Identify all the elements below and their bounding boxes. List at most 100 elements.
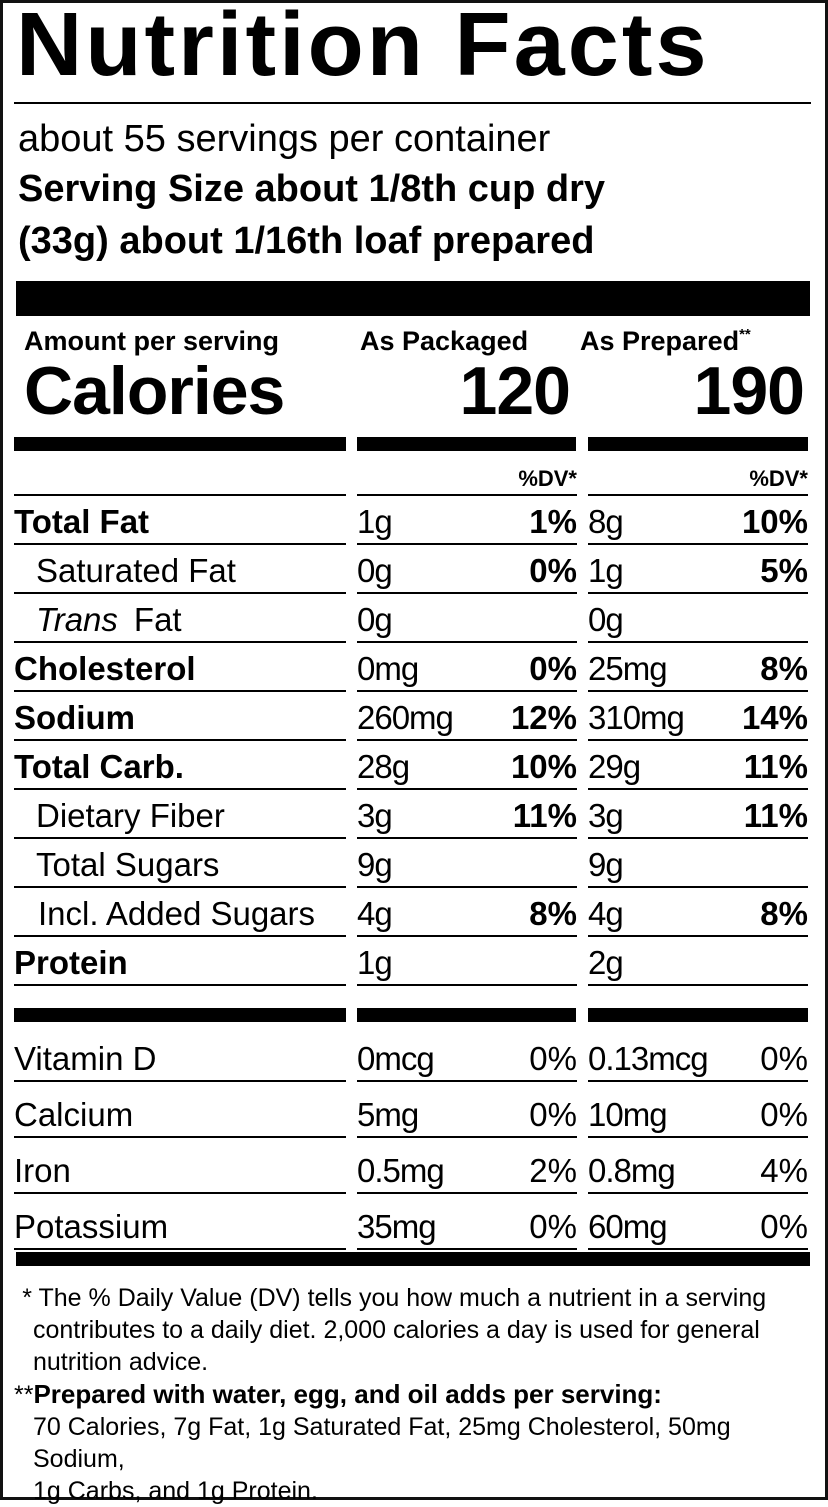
dv-packaged: 1%	[529, 503, 577, 540]
amount-packaged: 35mg	[357, 1208, 437, 1245]
dv-footnote: * The % Daily Value (DV) tells you how m…	[22, 1284, 767, 1312]
nutrient-packaged-cell: 3g 11%	[357, 790, 577, 839]
nutrient-name-cell: Iron	[14, 1138, 346, 1194]
nutrient-name: Potassium	[14, 1208, 169, 1245]
nutrient-name-cell: Potassium	[14, 1194, 346, 1250]
amount-packaged: 0mcg	[357, 1040, 435, 1077]
dv-header-blank	[14, 456, 346, 496]
nutrient-name-suffix: Fat	[133, 601, 182, 638]
dv-packaged: 2%	[529, 1152, 577, 1189]
nutrient-table: %DV* %DV* Total Fat 1g 1% 8g 10% Saturated Fa…	[14, 456, 808, 986]
nutrient-name-cell: Cholesterol	[14, 643, 346, 692]
dv-footnote-line: contributes to a daily diet. 2,000 calor…	[33, 1316, 760, 1344]
amount-packaged: 0g	[357, 552, 393, 589]
servings-per-container: about 55 servings per container	[18, 118, 551, 160]
dv-header-prepared: %DV*	[588, 456, 808, 496]
amount-prepared: 8g	[588, 503, 624, 540]
nutrient-packaged-cell: 0g 0%	[357, 545, 577, 594]
dv-prepared: 8%	[760, 650, 808, 687]
nutrient-prepared-cell: 0.13mcg 0%	[588, 1026, 808, 1082]
dv-prepared: 0%	[760, 1208, 808, 1245]
nutrient-prepared-cell: 3g 11%	[588, 790, 808, 839]
nutrient-name: Vitamin D	[14, 1040, 157, 1077]
nutrient-name-cell: Vitamin D	[14, 1026, 346, 1082]
amount-per-serving-label: Amount per serving	[24, 326, 280, 356]
calories-packaged: 120	[459, 353, 571, 429]
dv-packaged: 0%	[529, 552, 577, 589]
nutrient-name-cell: Protein	[14, 937, 346, 986]
thick-divider	[14, 1008, 346, 1022]
amount-packaged: 5mg	[357, 1096, 419, 1133]
dv-footnote-line: nutrition advice.	[33, 1348, 209, 1376]
nutrient-name-cell: Trans Fat	[14, 594, 346, 643]
nutrient-packaged-cell: 9g	[357, 839, 577, 888]
nutrient-prepared-cell: 310mg 14%	[588, 692, 808, 741]
thick-divider	[16, 281, 810, 316]
footnotes: * The % Daily Value (DV) tells you how m…	[14, 1282, 804, 1507]
nutrient-name: Saturated Fat	[36, 552, 236, 589]
nutrient-name: Iron	[14, 1152, 71, 1189]
dv-packaged: 8%	[529, 895, 577, 932]
nutrient-name-cell: Total Carb.	[14, 741, 346, 790]
thick-divider	[14, 437, 346, 451]
nutrient-packaged-cell: 35mg 0%	[357, 1194, 577, 1250]
nutrient-name-cell: Sodium	[14, 692, 346, 741]
calories-label: Calories	[24, 353, 285, 429]
divider	[14, 102, 811, 104]
nutrient-name-italic: Trans	[36, 601, 118, 638]
as-prepared-mark: **	[739, 326, 751, 343]
amount-prepared: 9g	[588, 846, 624, 883]
amount-packaged: 4g	[357, 895, 393, 932]
dv-prepared: 0%	[760, 1040, 808, 1077]
thick-divider	[357, 437, 576, 451]
nutrient-name: Incl. Added Sugars	[38, 895, 316, 932]
amount-packaged: 0mg	[357, 650, 419, 687]
nutrient-packaged-cell: 5mg 0%	[357, 1082, 577, 1138]
amount-prepared: 60mg	[588, 1208, 668, 1245]
serving-size: Serving Size about 1/8th cup dry	[18, 168, 606, 210]
dv-packaged: 0%	[529, 1096, 577, 1133]
nutrient-name: Cholesterol	[14, 650, 196, 687]
nutrient-prepared-cell: 1g 5%	[588, 545, 808, 594]
nutrient-prepared-cell: 8g 10%	[588, 496, 808, 545]
nutrient-name: Sodium	[14, 699, 135, 736]
amount-prepared: 4g	[588, 895, 624, 932]
dv-packaged: 0%	[529, 1208, 577, 1245]
serving-size-cont: (33g) about 1/16th loaf prepared	[18, 220, 595, 262]
nutrient-name: Total Carb.	[14, 748, 184, 785]
nutrient-name: Dietary Fiber	[36, 797, 225, 834]
nutrient-name-cell: Calcium	[14, 1082, 346, 1138]
dv-packaged: 0%	[529, 1040, 577, 1077]
as-prepared-header: As Prepared**	[580, 326, 751, 357]
nutrient-name-cell: Total Fat	[14, 496, 346, 545]
nutrient-prepared-cell: 4g 8%	[588, 888, 808, 937]
amount-packaged: 260mg	[357, 699, 454, 736]
amount-packaged: 1g	[357, 503, 393, 540]
nutrient-packaged-cell: 260mg 12%	[357, 692, 577, 741]
amount-prepared: 0.8mg	[588, 1152, 676, 1189]
nutrient-prepared-cell: 60mg 0%	[588, 1194, 808, 1250]
prepared-footnote-line: 70 Calories, 7g Fat, 1g Saturated Fat, 2…	[33, 1413, 731, 1473]
amount-packaged: 3g	[357, 797, 393, 834]
nutrient-prepared-cell: 0.8mg 4%	[588, 1138, 808, 1194]
nutrient-packaged-cell: 0g	[357, 594, 577, 643]
thick-divider	[588, 1008, 808, 1022]
nutrient-prepared-cell: 2g	[588, 937, 808, 986]
as-packaged-header: As Packaged	[360, 326, 529, 356]
nutrient-prepared-cell: 10mg 0%	[588, 1082, 808, 1138]
nutrient-packaged-cell: 0.5mg 2%	[357, 1138, 577, 1194]
dv-packaged: 10%	[510, 748, 577, 785]
dv-prepared: 5%	[760, 552, 808, 589]
thick-divider	[357, 1008, 576, 1022]
nutrient-packaged-cell: 28g 10%	[357, 741, 577, 790]
nutrient-packaged-cell: 0mcg 0%	[357, 1026, 577, 1082]
thick-divider	[588, 437, 808, 451]
label-title: Nutrition Facts	[16, 0, 710, 95]
nutrient-packaged-cell: 0mg 0%	[357, 643, 577, 692]
nutrient-prepared-cell: 0g	[588, 594, 808, 643]
amount-prepared: 25mg	[588, 650, 668, 687]
as-prepared-label: As Prepared	[580, 326, 740, 356]
calories-prepared: 190	[693, 353, 805, 429]
amount-prepared: 1g	[588, 552, 624, 589]
nutrient-packaged-cell: 1g	[357, 937, 577, 986]
